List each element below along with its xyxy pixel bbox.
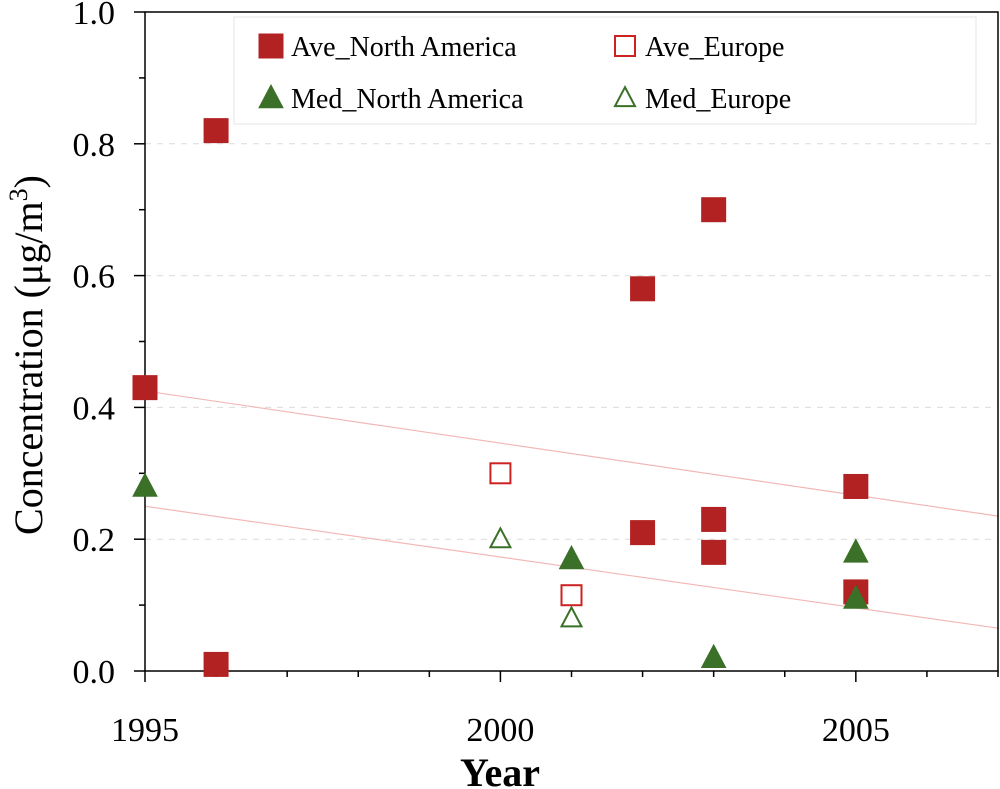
square-point bbox=[701, 197, 727, 223]
square-point bbox=[843, 473, 869, 499]
legend: Ave_North America Ave_Europe Med_North Ame… bbox=[233, 16, 977, 125]
square-point bbox=[630, 276, 656, 302]
legend-label: Ave_Europe bbox=[645, 32, 784, 63]
triangle-point bbox=[559, 605, 584, 628]
legend-label: Med_Europe bbox=[645, 84, 791, 115]
legend-label: Ave_North America bbox=[291, 32, 517, 63]
grid bbox=[145, 143, 998, 540]
square-point bbox=[132, 375, 158, 401]
y-tick-label: 0.2 bbox=[73, 522, 116, 559]
square-point bbox=[630, 520, 656, 546]
y-tick-label: 0.8 bbox=[73, 127, 116, 164]
triangle-legend-icon bbox=[258, 83, 284, 109]
y-axis-label-close: ) bbox=[6, 175, 51, 188]
series-3 bbox=[488, 526, 584, 628]
data-points bbox=[132, 118, 869, 677]
series-2 bbox=[132, 472, 869, 669]
square-point bbox=[203, 651, 229, 677]
triangle-point bbox=[700, 643, 727, 669]
triangle-point bbox=[132, 472, 158, 497]
triangle-point bbox=[843, 538, 869, 563]
legend-label: Med_North America bbox=[291, 84, 524, 115]
y-tick-label: 0.0 bbox=[73, 654, 116, 691]
legend-box bbox=[233, 16, 977, 125]
x-tick-label: 2005 bbox=[822, 712, 890, 749]
square-legend-icon bbox=[614, 35, 636, 57]
x-axis-label: Year bbox=[460, 750, 540, 789]
triangle-point bbox=[488, 526, 513, 549]
series-0 bbox=[132, 118, 869, 677]
square-point bbox=[701, 506, 727, 532]
square-point bbox=[203, 118, 229, 144]
square-legend-icon bbox=[258, 33, 284, 59]
series-1 bbox=[489, 462, 583, 607]
tick-labels: 1995 2000 2005 0.0 0.2 0.4 0.6 0.8 1.0 bbox=[73, 0, 890, 749]
triangle-point bbox=[558, 544, 585, 570]
triangle-point bbox=[843, 584, 869, 609]
y-tick-label: 0.6 bbox=[73, 259, 116, 296]
axis-ticks bbox=[134, 11, 999, 682]
square-point bbox=[560, 584, 583, 607]
triangle-legend-icon bbox=[613, 85, 637, 108]
y-axis-label-superscript: 3 bbox=[4, 188, 33, 201]
y-tick-label: 0.4 bbox=[73, 390, 116, 427]
x-tick-label: 1995 bbox=[111, 712, 179, 749]
square-point bbox=[489, 462, 512, 485]
y-axis-label-main: Concentration (μg/m bbox=[6, 201, 51, 535]
y-tick-label: 1.0 bbox=[73, 0, 116, 32]
trendlines bbox=[144, 390, 999, 629]
y-axis-label: Concentration (μg/m3) bbox=[4, 175, 51, 535]
x-tick-label: 2000 bbox=[466, 712, 534, 749]
ave-trend-line bbox=[144, 390, 999, 517]
square-point bbox=[701, 539, 727, 565]
